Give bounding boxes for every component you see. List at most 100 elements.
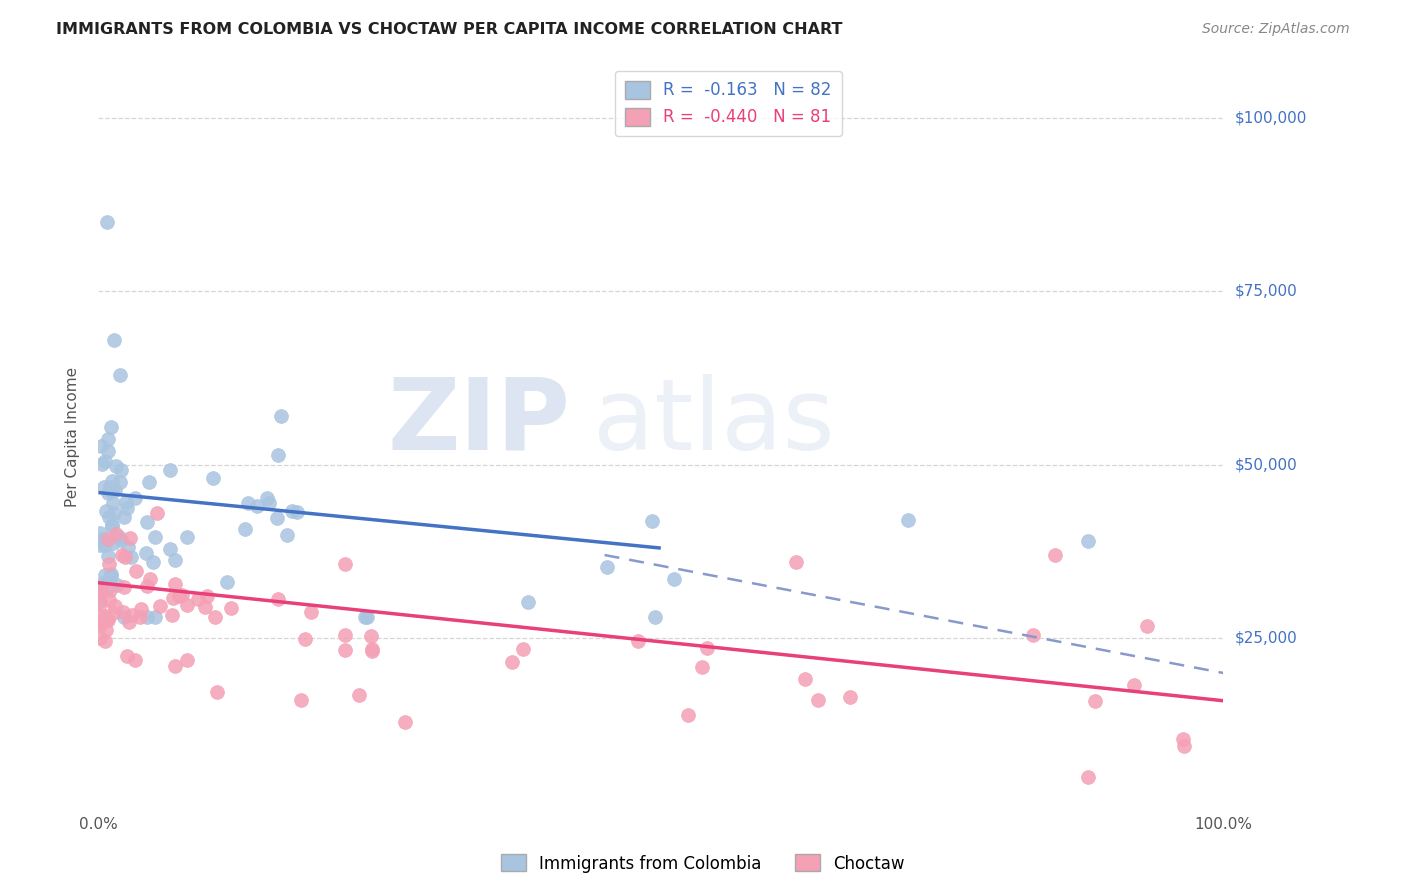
Point	[110, 463, 132, 477]
Point	[163, 553, 186, 567]
Point	[110, 533, 132, 547]
Point	[112, 580, 135, 594]
Point	[98, 570, 121, 584]
Point	[676, 708, 699, 723]
Point	[257, 496, 280, 510]
Point	[94, 634, 117, 648]
Point	[595, 559, 617, 574]
Point	[97, 533, 120, 547]
Point	[101, 474, 124, 488]
Point	[290, 693, 312, 707]
Point	[785, 555, 807, 569]
Point	[93, 609, 115, 624]
Point	[91, 457, 114, 471]
Point	[333, 643, 356, 657]
Point	[115, 648, 138, 663]
Point	[219, 601, 242, 615]
Text: Source: ZipAtlas.com: Source: ZipAtlas.com	[1202, 22, 1350, 37]
Point	[94, 623, 117, 637]
Point	[89, 594, 111, 608]
Point	[90, 439, 112, 453]
Point	[807, 692, 830, 706]
Point	[111, 548, 134, 562]
Point	[101, 518, 124, 533]
Point	[114, 549, 136, 564]
Point	[120, 550, 142, 565]
Point	[1022, 628, 1045, 642]
Point	[149, 599, 172, 614]
Point	[94, 454, 117, 468]
Point	[146, 507, 169, 521]
Point	[135, 579, 157, 593]
Point	[128, 610, 150, 624]
Point	[256, 491, 278, 505]
Point	[160, 607, 183, 622]
Point	[89, 538, 111, 552]
Point	[97, 443, 120, 458]
Point	[96, 612, 118, 626]
Point	[136, 516, 159, 530]
Point	[100, 483, 122, 498]
Point	[100, 519, 122, 533]
Point	[266, 592, 288, 607]
Point	[1077, 770, 1099, 784]
Point	[170, 588, 193, 602]
Point	[97, 549, 120, 564]
Point	[98, 479, 121, 493]
Point	[394, 714, 416, 729]
Point	[159, 463, 181, 477]
Point	[897, 513, 920, 527]
Point	[91, 576, 114, 591]
Point	[98, 510, 121, 524]
Point	[108, 368, 131, 382]
Point	[105, 526, 128, 541]
Point	[103, 333, 125, 347]
Point	[276, 528, 298, 542]
Point	[138, 475, 160, 489]
Point	[89, 615, 111, 629]
Point	[246, 499, 269, 513]
Point	[361, 644, 384, 658]
Point	[1083, 694, 1105, 708]
Point	[138, 572, 160, 586]
Point	[124, 652, 146, 666]
Point	[333, 557, 356, 571]
Legend: R =  -0.163   N = 82, R =  -0.440   N = 81: R = -0.163 N = 82, R = -0.440 N = 81	[614, 70, 842, 136]
Point	[838, 690, 860, 705]
Point	[89, 597, 111, 611]
Point	[349, 689, 371, 703]
Point	[101, 483, 124, 497]
Point	[115, 501, 138, 516]
Point	[299, 605, 322, 619]
Point	[111, 605, 134, 619]
Point	[1173, 739, 1195, 754]
Point	[94, 568, 117, 582]
Point	[236, 496, 259, 510]
Point	[644, 610, 666, 624]
Point	[356, 610, 378, 624]
Point	[280, 504, 302, 518]
Point	[112, 610, 135, 624]
Point	[696, 640, 718, 655]
Point	[285, 505, 308, 519]
Point	[107, 530, 129, 544]
Point	[97, 486, 120, 500]
Point	[163, 658, 186, 673]
Point	[98, 557, 121, 571]
Point	[159, 542, 181, 557]
Point	[1043, 548, 1066, 562]
Point	[120, 531, 142, 545]
Text: atlas: atlas	[593, 374, 835, 471]
Text: $100,000: $100,000	[1234, 111, 1306, 126]
Text: ZIP: ZIP	[388, 374, 571, 471]
Point	[517, 594, 540, 608]
Text: IMMIGRANTS FROM COLOMBIA VS CHOCTAW PER CAPITA INCOME CORRELATION CHART: IMMIGRANTS FROM COLOMBIA VS CHOCTAW PER …	[56, 22, 842, 37]
Point	[793, 672, 815, 686]
Point	[217, 574, 239, 589]
Point	[97, 613, 120, 627]
Point	[1171, 731, 1194, 746]
Point	[267, 448, 290, 462]
Point	[176, 598, 198, 612]
Point	[143, 530, 166, 544]
Point	[294, 632, 316, 647]
